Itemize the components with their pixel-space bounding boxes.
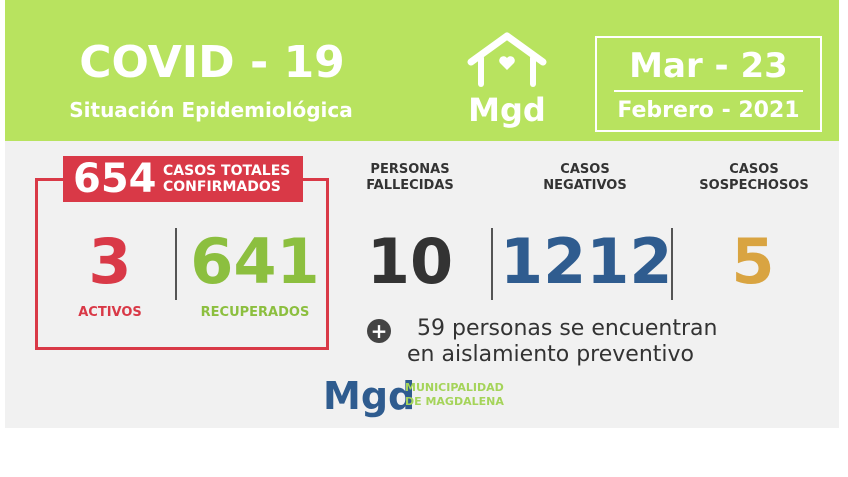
deceased-value: 10 bbox=[366, 225, 454, 298]
municipality-name-line2: DE MAGDALENA bbox=[405, 395, 504, 408]
active-value: 3 bbox=[88, 225, 132, 298]
house-heart-icon bbox=[467, 32, 547, 87]
header-banner: COVID - 19 Situación Epidemiológica Mgd … bbox=[5, 0, 839, 141]
deceased-label: PERSONAS FALLECIDAS bbox=[350, 162, 470, 194]
logo-text: Mgd bbox=[468, 91, 546, 129]
page-subtitle: Situación Epidemiológica bbox=[69, 98, 353, 122]
suspected-label: CASOS SOSPECHOSOS bbox=[681, 162, 827, 194]
municipality-name-line1: MUNICIPALIDAD bbox=[405, 381, 504, 394]
negative-label-line1: CASOS bbox=[560, 162, 610, 177]
deceased-label-line2: FALLECIDAS bbox=[366, 178, 454, 193]
isolation-note: 59 personas se encuentran en aislamiento… bbox=[407, 316, 717, 368]
date-box: Mar - 23 Febrero - 2021 bbox=[595, 36, 822, 132]
total-cases-label-line2: CONFIRMADOS bbox=[163, 179, 281, 195]
negative-value: 1212 bbox=[500, 225, 673, 298]
total-cases-label: CASOS TOTALES CONFIRMADOS bbox=[163, 163, 290, 195]
suspected-label-line2: SOSPECHOSOS bbox=[699, 178, 809, 193]
date-divider bbox=[614, 90, 803, 92]
active-label: ACTIVOS bbox=[78, 305, 142, 320]
municipality-logo-mark: Mgd bbox=[323, 374, 416, 418]
negative-suspected-divider bbox=[671, 228, 673, 300]
recovered-label: RECUPERADOS bbox=[200, 305, 310, 320]
isolation-note-line1: 59 personas se encuentran bbox=[417, 316, 718, 341]
negative-label: CASOS NEGATIVOS bbox=[515, 162, 655, 194]
isolation-note-line2: en aislamiento preventivo bbox=[407, 342, 694, 367]
date-month: Febrero - 2021 bbox=[617, 98, 800, 123]
total-cases-label-line1: CASOS TOTALES bbox=[163, 163, 291, 179]
mgd-logo: Mgd bbox=[457, 32, 557, 129]
suspected-value: 5 bbox=[731, 225, 775, 298]
active-recovered-divider bbox=[175, 228, 177, 300]
deceased-negative-divider bbox=[491, 228, 493, 300]
covid-report-card: COVID - 19 Situación Epidemiológica Mgd … bbox=[5, 0, 839, 428]
suspected-label-line1: CASOS bbox=[729, 162, 779, 177]
negative-label-line2: NEGATIVOS bbox=[543, 178, 627, 193]
date-day: Mar - 23 bbox=[629, 46, 788, 86]
total-cases-count: 654 bbox=[73, 156, 157, 202]
plus-icon: + bbox=[367, 319, 391, 343]
total-cases-badge: 654 CASOS TOTALES CONFIRMADOS bbox=[63, 156, 303, 202]
municipality-name: MUNICIPALIDAD DE MAGDALENA bbox=[405, 381, 504, 409]
deceased-label-line1: PERSONAS bbox=[370, 162, 450, 177]
page-title: COVID - 19 bbox=[79, 37, 345, 88]
recovered-value: 641 bbox=[190, 225, 320, 298]
